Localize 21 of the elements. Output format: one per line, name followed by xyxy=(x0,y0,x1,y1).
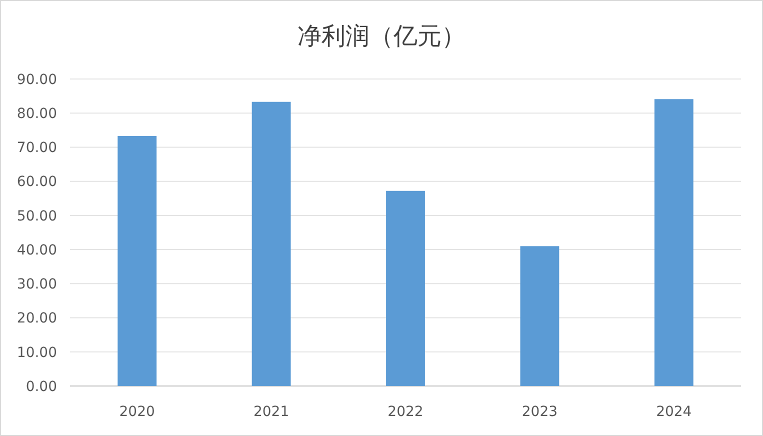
x-tick-label: 2021 xyxy=(253,404,290,420)
y-tick-label: 50.00 xyxy=(16,208,57,224)
y-tick-label: 90.00 xyxy=(16,72,57,88)
y-tick-label: 80.00 xyxy=(16,106,57,122)
bar xyxy=(654,99,694,386)
y-tick-label: 20.00 xyxy=(16,310,57,327)
y-tick-label: 0.00 xyxy=(26,378,57,395)
chart-title: 净利润（亿元） xyxy=(298,22,466,50)
x-tick-label: 2023 xyxy=(522,404,558,420)
y-tick-label: 30.00 xyxy=(16,276,57,293)
bar xyxy=(118,136,157,386)
bar xyxy=(386,190,425,386)
y-tick-label: 40.00 xyxy=(16,242,57,258)
x-tick-label: 2024 xyxy=(656,404,692,420)
y-tick-label: 70.00 xyxy=(16,140,57,156)
bar xyxy=(252,102,291,386)
y-tick-label: 60.00 xyxy=(16,174,57,190)
x-tick-label: 2022 xyxy=(388,404,424,420)
bar xyxy=(520,246,560,386)
y-tick-label: 10.00 xyxy=(16,344,57,361)
x-tick-label: 2020 xyxy=(119,404,155,420)
